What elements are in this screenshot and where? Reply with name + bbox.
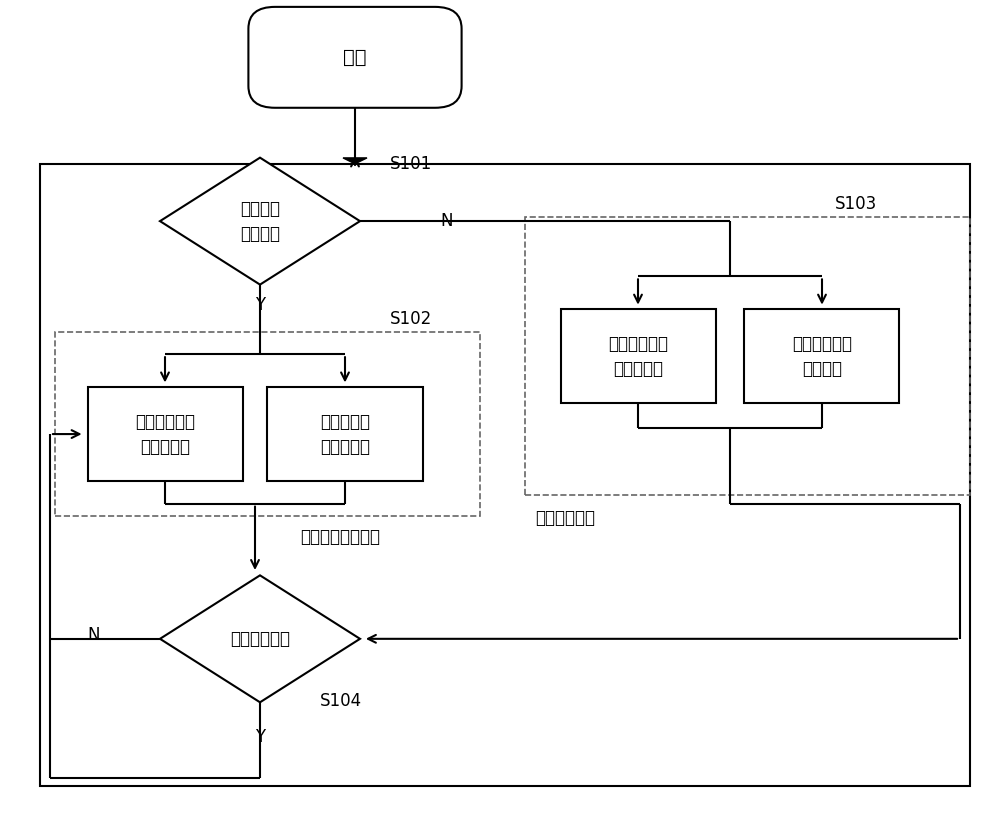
Text: N: N — [440, 212, 452, 230]
Text: S102: S102 — [390, 310, 432, 328]
Text: Y: Y — [255, 728, 265, 746]
Text: S101: S101 — [390, 155, 432, 173]
Text: 检测弓网
离线状态: 检测弓网 离线状态 — [240, 200, 280, 242]
Text: 四象限控制稳
定原边电压: 四象限控制稳 定原边电压 — [135, 413, 195, 455]
Bar — [40, 164, 970, 786]
Bar — [560, 310, 716, 404]
Text: Y: Y — [255, 296, 265, 314]
Bar — [525, 217, 970, 495]
Text: 正常工况控制: 正常工况控制 — [535, 509, 595, 527]
Bar — [744, 310, 899, 404]
Polygon shape — [160, 157, 360, 285]
Polygon shape — [343, 158, 367, 164]
Text: 逆变控制稳
定直流电压: 逆变控制稳 定直流电压 — [320, 413, 370, 455]
Text: 开始: 开始 — [343, 48, 367, 67]
Text: S104: S104 — [320, 692, 362, 710]
Bar — [88, 387, 242, 482]
Text: N: N — [88, 626, 100, 644]
Text: 逆变控制稳定
输出力矩: 逆变控制稳定 输出力矩 — [792, 335, 852, 378]
Bar — [55, 332, 480, 516]
Text: S103: S103 — [835, 195, 877, 213]
Text: 弓网重新接触: 弓网重新接触 — [230, 630, 290, 648]
Text: 四象限控制稳
定直流电压: 四象限控制稳 定直流电压 — [608, 335, 668, 378]
Polygon shape — [160, 575, 360, 702]
Bar — [267, 387, 422, 482]
FancyBboxPatch shape — [248, 7, 462, 108]
Text: 弓网离线工况控制: 弓网离线工况控制 — [300, 528, 380, 546]
